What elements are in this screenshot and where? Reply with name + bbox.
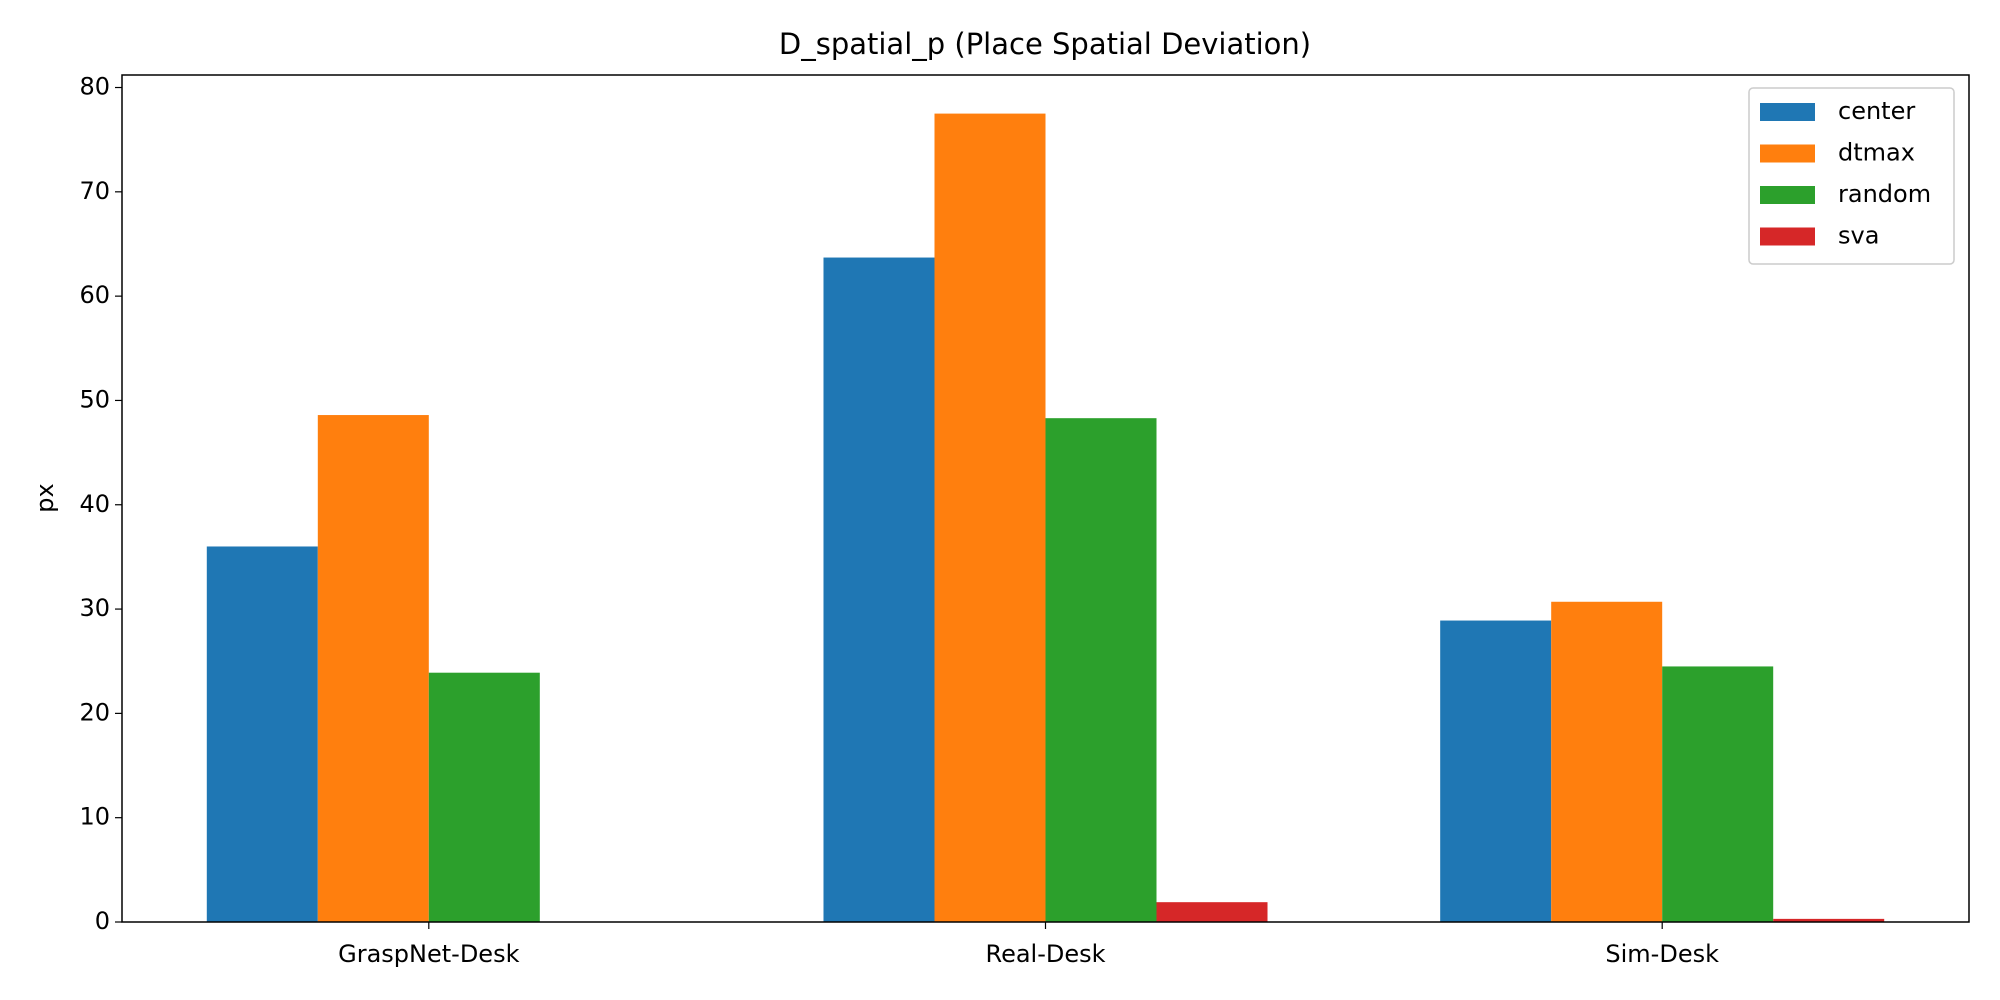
y-tick-label: 0 xyxy=(95,907,110,935)
chart-title: D_spatial_p (Place Spatial Deviation) xyxy=(779,27,1311,61)
legend-label: sva xyxy=(1838,222,1879,250)
legend-box xyxy=(1748,87,1955,265)
y-tick-label: 70 xyxy=(79,177,110,205)
bar xyxy=(823,257,935,922)
legend-label: dtmax xyxy=(1838,139,1915,167)
y-tick-label: 30 xyxy=(79,594,110,622)
y-tick-label: 20 xyxy=(79,698,110,726)
bar xyxy=(1551,601,1663,922)
legend-label: center xyxy=(1838,97,1915,125)
bar xyxy=(317,415,429,922)
bar xyxy=(934,113,1046,922)
y-tick-label: 50 xyxy=(79,385,110,413)
legend-swatch xyxy=(1760,227,1815,246)
legend-swatch xyxy=(1760,186,1815,204)
x-tick-label: Real-Desk xyxy=(985,940,1105,968)
legend-swatch xyxy=(1760,103,1815,121)
bar xyxy=(1440,620,1552,922)
bar xyxy=(1156,902,1268,922)
bar xyxy=(428,672,540,922)
y-tick-label: 10 xyxy=(79,803,110,831)
y-axis-label: px xyxy=(31,483,59,512)
bar xyxy=(1045,418,1157,922)
y-tick-label: 80 xyxy=(79,73,110,101)
bar xyxy=(1773,918,1885,922)
plot-frame xyxy=(121,74,1970,923)
y-tick-label: 40 xyxy=(79,490,110,518)
bar xyxy=(1662,666,1774,922)
y-tick-label: 60 xyxy=(79,281,110,309)
x-tick-label: Sim-Desk xyxy=(1605,940,1719,968)
x-tick-label: GraspNet-Desk xyxy=(338,940,519,968)
legend-swatch xyxy=(1760,144,1815,163)
bar xyxy=(206,546,318,922)
legend-label: random xyxy=(1838,180,1931,208)
